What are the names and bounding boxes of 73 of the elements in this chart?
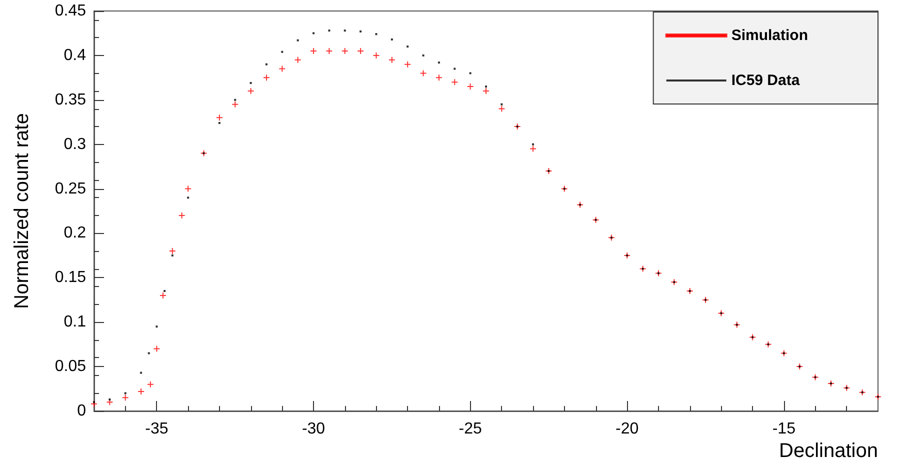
y-tick-label: 0.2 xyxy=(64,224,86,242)
point xyxy=(357,48,364,54)
x-tick-label: -35 xyxy=(145,420,168,438)
legend-label: IC59 Data xyxy=(731,72,800,89)
y-axis-title: Normalized count rate xyxy=(11,113,33,309)
legend-label: Simulation xyxy=(731,27,808,44)
y-tick-label: 0.4 xyxy=(64,46,86,64)
point xyxy=(247,88,254,94)
point xyxy=(138,388,145,395)
point xyxy=(168,248,176,254)
point xyxy=(420,70,427,77)
point xyxy=(262,74,270,82)
point xyxy=(858,388,866,396)
point xyxy=(624,252,631,259)
point xyxy=(451,78,458,86)
point xyxy=(216,114,223,122)
point xyxy=(498,105,506,112)
point xyxy=(843,384,850,392)
point xyxy=(560,185,568,192)
point xyxy=(159,292,166,299)
point xyxy=(200,150,208,157)
point xyxy=(184,185,192,192)
y-tick-label: 0.35 xyxy=(54,91,86,108)
point xyxy=(702,296,710,304)
x-tick-label: -15 xyxy=(772,420,796,438)
point xyxy=(341,48,348,54)
point xyxy=(372,52,380,59)
point xyxy=(106,398,114,406)
point xyxy=(576,201,584,208)
point xyxy=(670,278,678,286)
point xyxy=(514,123,521,130)
point xyxy=(482,88,490,94)
point xyxy=(608,234,615,242)
point xyxy=(530,145,537,152)
y-tick-label: 0.05 xyxy=(54,358,86,376)
y-tick-label: 0.45 xyxy=(54,2,86,20)
y-tick-label: 0 xyxy=(77,402,86,420)
point xyxy=(90,400,98,408)
point xyxy=(592,216,600,224)
point xyxy=(310,48,318,54)
point xyxy=(796,363,804,370)
point xyxy=(812,374,819,381)
point xyxy=(874,393,882,400)
point xyxy=(733,321,740,328)
point xyxy=(639,265,646,272)
x-tick-label: -20 xyxy=(616,420,639,438)
y-tick-label: 0.25 xyxy=(54,180,86,198)
x-tick-label: -30 xyxy=(302,420,326,438)
point xyxy=(146,380,154,388)
point xyxy=(278,65,286,72)
point xyxy=(686,288,694,294)
point xyxy=(466,83,474,90)
point xyxy=(764,340,772,348)
x-tick-label: -25 xyxy=(458,420,482,438)
point xyxy=(326,48,333,54)
point xyxy=(718,310,725,317)
point xyxy=(749,334,756,341)
point xyxy=(232,100,239,108)
y-tick-label: 0.15 xyxy=(54,269,86,286)
point xyxy=(178,212,186,219)
point xyxy=(780,350,788,357)
point xyxy=(122,394,129,402)
point xyxy=(654,270,662,277)
point xyxy=(545,168,552,174)
point xyxy=(435,74,442,82)
point xyxy=(827,380,834,387)
x-axis-title: Declination xyxy=(779,440,878,462)
point xyxy=(153,345,160,352)
y-tick-label: 0.1 xyxy=(64,314,86,331)
point xyxy=(404,60,412,68)
point xyxy=(294,56,302,64)
point xyxy=(388,56,396,64)
y-tick-label: 0.3 xyxy=(64,136,86,153)
